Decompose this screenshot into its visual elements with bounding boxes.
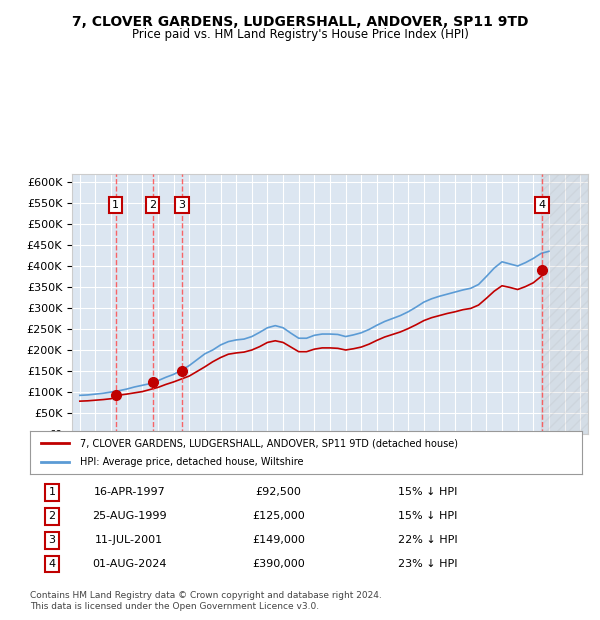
- Text: 4: 4: [49, 559, 56, 569]
- Text: 2: 2: [149, 200, 156, 210]
- Bar: [541, 174, 588, 434]
- Text: 25-AUG-1999: 25-AUG-1999: [92, 512, 167, 521]
- Text: 23% ↓ HPI: 23% ↓ HPI: [398, 559, 457, 569]
- Text: £125,000: £125,000: [252, 512, 305, 521]
- Text: 3: 3: [49, 535, 56, 545]
- Text: Price paid vs. HM Land Registry's House Price Index (HPI): Price paid vs. HM Land Registry's House …: [131, 28, 469, 41]
- Text: 7, CLOVER GARDENS, LUDGERSHALL, ANDOVER, SP11 9TD: 7, CLOVER GARDENS, LUDGERSHALL, ANDOVER,…: [72, 16, 528, 30]
- Text: 2: 2: [49, 512, 56, 521]
- Text: 7, CLOVER GARDENS, LUDGERSHALL, ANDOVER, SP11 9TD (detached house): 7, CLOVER GARDENS, LUDGERSHALL, ANDOVER,…: [80, 438, 458, 448]
- Text: HPI: Average price, detached house, Wiltshire: HPI: Average price, detached house, Wilt…: [80, 457, 303, 467]
- Text: £149,000: £149,000: [252, 535, 305, 545]
- Text: 15% ↓ HPI: 15% ↓ HPI: [398, 487, 457, 497]
- Text: 15% ↓ HPI: 15% ↓ HPI: [398, 512, 457, 521]
- Text: £390,000: £390,000: [252, 559, 305, 569]
- Text: 4: 4: [539, 200, 546, 210]
- Text: 16-APR-1997: 16-APR-1997: [94, 487, 165, 497]
- Text: Contains HM Land Registry data © Crown copyright and database right 2024.
This d: Contains HM Land Registry data © Crown c…: [30, 591, 382, 611]
- Text: 1: 1: [112, 200, 119, 210]
- Text: 3: 3: [178, 200, 185, 210]
- Text: £92,500: £92,500: [256, 487, 301, 497]
- Text: 11-JUL-2001: 11-JUL-2001: [95, 535, 163, 545]
- Text: 1: 1: [49, 487, 56, 497]
- Text: 22% ↓ HPI: 22% ↓ HPI: [398, 535, 457, 545]
- Text: 01-AUG-2024: 01-AUG-2024: [92, 559, 167, 569]
